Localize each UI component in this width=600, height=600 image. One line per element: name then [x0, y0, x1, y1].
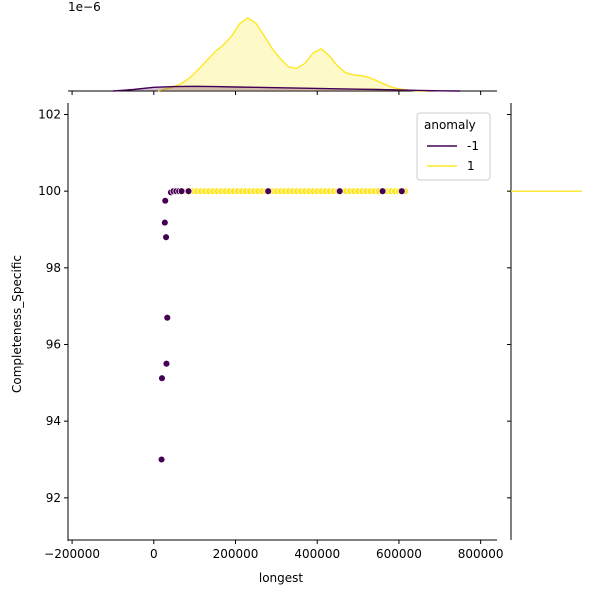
y-tick-label: 96	[46, 338, 61, 352]
x-tick-label: 400000	[294, 547, 340, 561]
point-anomaly-neg1	[163, 313, 172, 322]
point-anomaly-neg1	[157, 455, 166, 464]
x-tick-label: 0	[150, 547, 158, 561]
point-anomaly-neg1	[398, 187, 406, 195]
y-tick-label: 102	[38, 108, 61, 122]
right-marginal-kde	[507, 103, 582, 540]
point-anomaly-neg1	[161, 218, 169, 227]
x-tick-label: 200000	[213, 547, 259, 561]
x-tick-label: −200000	[44, 547, 100, 561]
y-axis-label: Completeness_Specific	[10, 255, 24, 393]
y-tick-label: 98	[46, 261, 61, 275]
point-anomaly-neg1	[162, 233, 170, 241]
x-tick-label: 800000	[458, 547, 504, 561]
point-anomaly-neg1	[161, 197, 169, 205]
top-marginal-scale-label: 1e−6	[68, 0, 101, 14]
point-anomaly-neg1	[335, 187, 344, 195]
point-anomaly-neg1	[264, 187, 272, 195]
point-anomaly-neg1	[162, 359, 171, 368]
point-anomaly-neg1	[158, 374, 166, 382]
x-axis-label: longest	[259, 571, 304, 585]
legend-label-1: 1	[467, 159, 475, 173]
point-anomaly-neg1	[177, 187, 186, 195]
kde-line-anomaly-1	[157, 17, 428, 92]
main-axes: −200000 0 200000 400000 600000 800000 92 94 96 98…	[38, 103, 504, 561]
legend-title: anomaly	[424, 118, 476, 132]
legend: anomaly -1 1	[416, 112, 491, 181]
top-marginal-kde	[68, 17, 497, 95]
legend-label-neg1: -1	[467, 139, 479, 153]
point-anomaly-neg1	[378, 187, 387, 195]
y-tick-label: 94	[46, 414, 61, 428]
y-tick-label: 100	[38, 184, 61, 198]
x-tick-label: 600000	[376, 547, 422, 561]
kde-line-anomaly-neg1	[112, 85, 461, 92]
point-anomaly-neg1	[184, 187, 193, 195]
kde-fill-anomaly-1	[157, 18, 428, 91]
y-tick-label: 92	[46, 491, 61, 505]
scatter-points	[157, 187, 409, 464]
